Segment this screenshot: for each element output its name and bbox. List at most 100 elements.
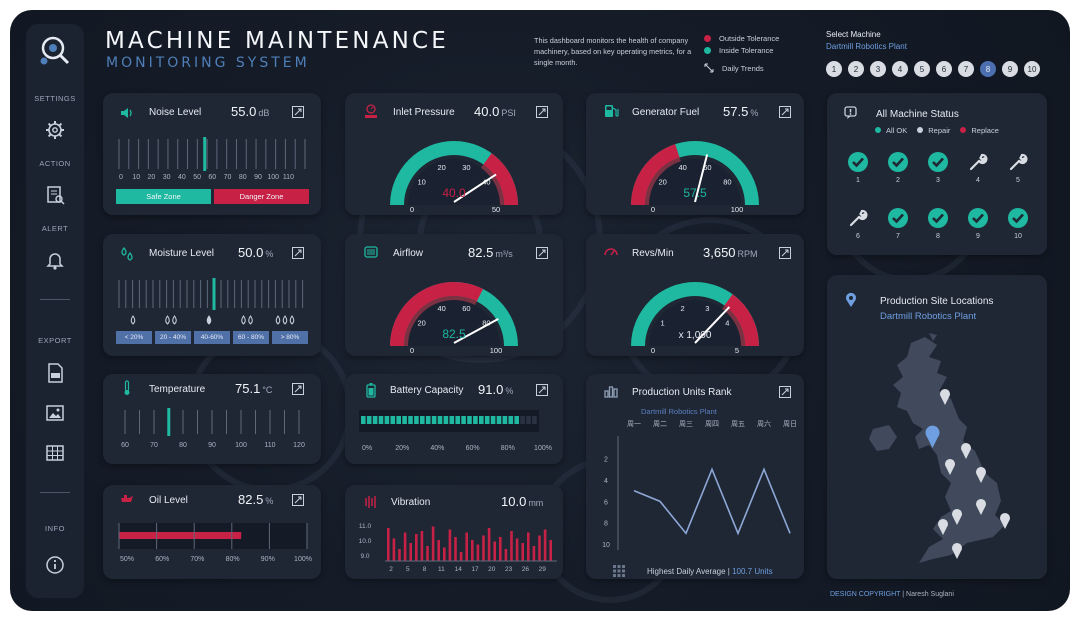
vibration-bar [521,543,524,561]
vibration-x-label: 11 [438,566,445,573]
battery-cell [467,416,472,424]
gauge-tick-label: 0 [651,205,655,213]
check-icon [968,208,988,228]
expand-icon[interactable] [536,247,548,259]
noise-tick-label: 70 [224,174,232,181]
expand-icon[interactable] [292,106,304,118]
expand-icon[interactable] [536,384,548,396]
check-mark [892,157,904,168]
machine-button[interactable]: 2 [848,61,864,77]
gear-icon[interactable] [44,119,66,141]
machine-button[interactable]: 6 [936,61,952,77]
battery-tick-label: 100% [534,445,552,452]
gauge-tick-label: 3 [705,304,709,313]
vibration-y-label: 9.0 [360,553,369,560]
expand-icon[interactable] [292,383,304,395]
expand-icon[interactable] [292,247,304,259]
machine-button[interactable]: 5 [914,61,930,77]
gauge-center-value: 82.5 [442,327,466,341]
selected-site-pin [925,425,940,448]
battery-tick-label: 80% [501,445,515,452]
droplets-icon [121,246,133,261]
sidebar-export-label: EXPORT [38,336,72,345]
vibration-x-label: 5 [406,566,410,573]
battery-cell [490,416,496,424]
danger-zone: Danger Zone [214,189,309,204]
vibration-bar [409,543,412,561]
rank-y-label: 2 [604,457,608,464]
gauge-needle [453,317,499,344]
noise-tick-label: 20 [148,174,156,181]
machine-button[interactable]: 3 [870,61,886,77]
battery-cell [484,416,490,424]
rank-y-label: 10 [602,542,610,549]
rank-title: Production Units Rank [632,387,732,398]
image-icon[interactable] [44,402,66,424]
select-machine-plant: Dartmill Robotics Plant [826,42,907,51]
table-icon[interactable] [44,442,66,464]
gauge-tick-label: 80 [723,177,731,186]
gauge-arc-inside [631,282,759,346]
battery-cell [402,416,407,424]
moisture-bin: 40-60% [194,331,230,344]
expand-icon[interactable] [779,386,791,398]
vibration-y-label: 11.0 [359,523,372,530]
battery-cell [420,416,425,424]
oil-tick-label: 60% [155,556,169,563]
sidebar: SETTINGS ACTION ALERT EXPORT [26,24,84,598]
vibration-x-label: 26 [522,566,530,573]
gauge-arc-inside [390,141,518,205]
safe-zone: Safe Zone [116,189,211,204]
airflow-title: Airflow [393,248,424,259]
status-title: All Machine Status [876,109,959,120]
speedometer-icon [604,248,618,256]
gauge-tick-label: 100 [731,205,744,213]
rank-day-label: 周六 [757,419,771,428]
battery-cell [496,416,502,424]
oil-card: Oil Level 82.5% 50% 60% 70% 80% 90% 100% [103,485,321,579]
battery-cell [361,416,366,424]
vibration-bar [543,529,547,561]
rank-day-label: 周三 [679,420,693,428]
rank-plant: Dartmill Robotics Plant [641,407,717,416]
gauge-tick-label: 40 [437,304,445,313]
noise-tick-label: 90 [254,174,262,181]
temperature-tick-label: 90 [208,442,216,449]
vibration-x-label: 20 [488,566,496,573]
machine-button[interactable]: 8 [980,61,996,77]
oil-tick-label: 100% [294,556,312,563]
gauge-face [649,300,741,346]
expand-icon[interactable] [779,106,791,118]
battery-cell [366,416,372,424]
battery-gauge: 0% 20% 40% 60% 80% 100% [359,410,552,452]
vibration-x-label: 8 [423,566,427,573]
machine-button[interactable]: 1 [826,61,842,77]
moisture-title: Moisture Level [149,248,215,259]
battery-cell [437,416,443,424]
gauge-tick-label: 1 [661,318,665,327]
battery-cell [372,416,378,424]
expand-icon[interactable] [536,106,548,118]
oil-title: Oil Level [149,495,188,506]
vibration-bar [487,528,491,561]
expand-icon[interactable] [779,247,791,259]
moisture-value: 50.0% [238,245,274,260]
info-icon[interactable] [44,554,66,576]
machine-button[interactable]: 4 [892,61,908,77]
expand-icon[interactable] [292,494,304,506]
vibration-x-label: 29 [539,566,547,573]
rank-chart: 周一 周二 周三 周四 周五 周六 周日 2 4 6 8 10 [602,419,797,550]
battery-cell [378,416,384,424]
revs-title: Revs/Min [632,248,674,259]
vibration-bar [420,531,424,561]
gauge-tick-label: 80 [482,318,490,327]
machine-button[interactable]: 9 [1002,61,1018,77]
pdf-icon[interactable] [44,362,66,384]
check-icon [928,208,948,228]
gauge-face [408,300,500,346]
bell-icon[interactable] [44,249,66,271]
vibration-bar [493,541,496,561]
report-icon[interactable] [44,184,66,206]
machine-button[interactable]: 7 [958,61,974,77]
machine-button[interactable]: 10 [1024,61,1040,77]
